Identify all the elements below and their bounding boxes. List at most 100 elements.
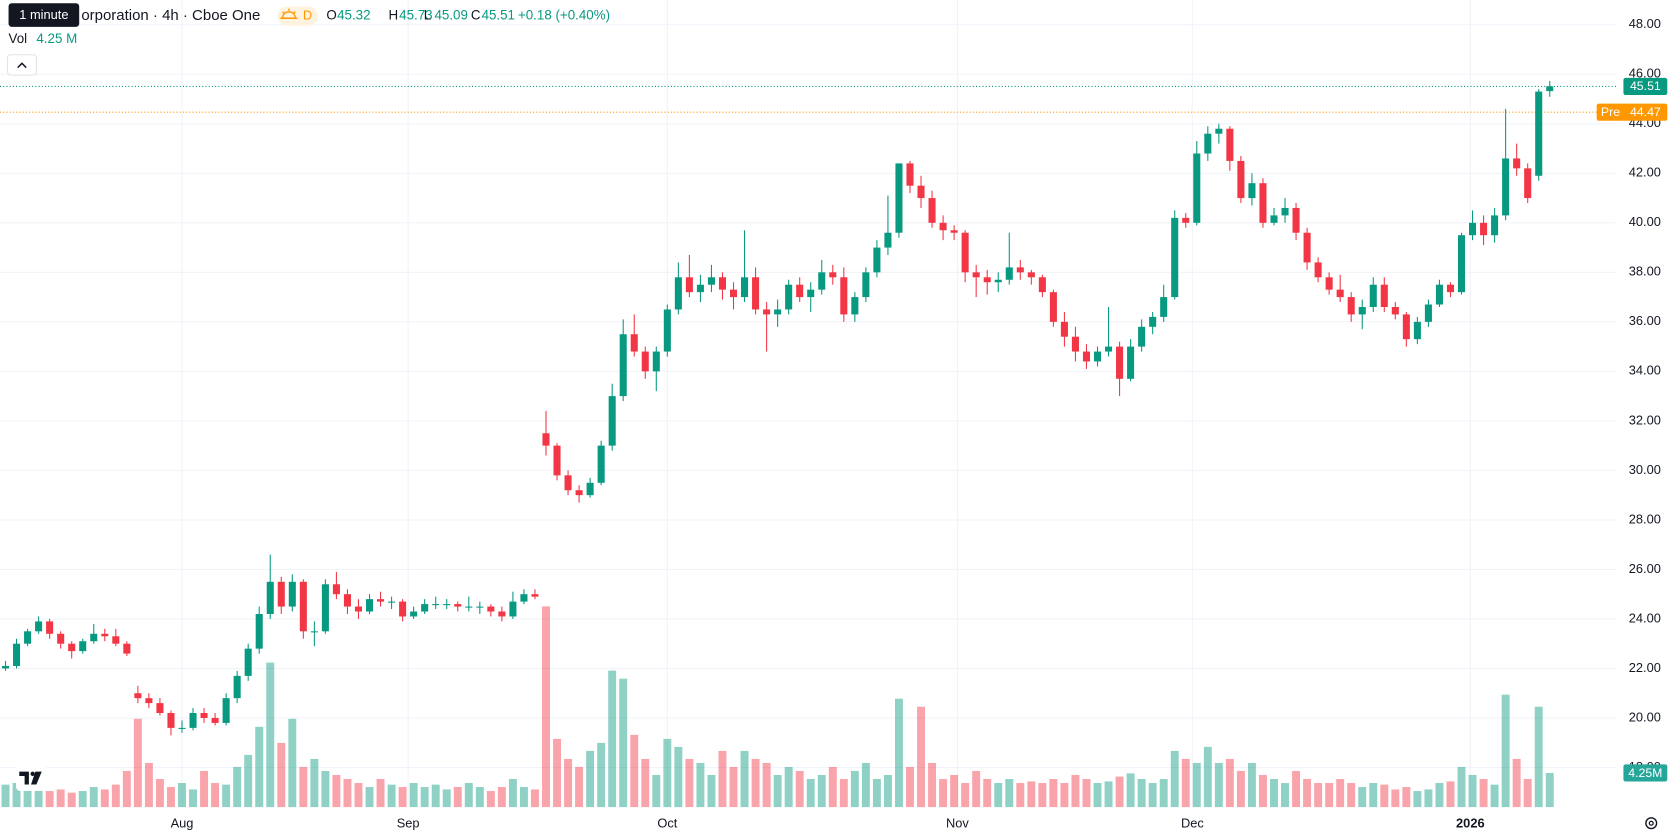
volume-bar — [100, 789, 109, 808]
last-price-label: 45.51 — [1630, 79, 1661, 93]
candle-body — [134, 693, 142, 699]
candle-body — [1027, 272, 1035, 278]
settings-icon[interactable] — [1645, 817, 1658, 830]
y-tick-label: 24.00 — [1629, 610, 1661, 625]
candle-body — [1, 665, 10, 669]
volume-bar — [122, 770, 131, 808]
collapse-button-bg[interactable] — [6, 54, 37, 76]
volume-bar — [751, 758, 760, 808]
candle-body — [1402, 314, 1410, 340]
logo-dot — [30, 771, 35, 776]
candle-body — [211, 717, 219, 723]
candle-body — [542, 433, 550, 446]
volume-bar — [376, 778, 385, 808]
candle-body — [410, 611, 418, 617]
candle-body — [718, 277, 727, 290]
volume-bar — [277, 742, 286, 808]
logo-slash — [31, 771, 42, 785]
volume-bar — [641, 758, 650, 808]
candle-body — [24, 631, 32, 644]
volume-bar — [1027, 781, 1036, 808]
candle-body — [1524, 168, 1532, 199]
candle-body — [1413, 321, 1421, 340]
candle-body — [674, 277, 682, 310]
volume-bar — [850, 770, 859, 808]
volume-bar — [1424, 789, 1433, 808]
candle-body — [807, 289, 815, 298]
x-tick-label: Oct — [657, 816, 677, 831]
y-tick-label: 42.00 — [1629, 165, 1661, 180]
candle-body — [1204, 133, 1212, 154]
volume-bar — [365, 787, 374, 808]
candle-body — [994, 279, 1002, 283]
volume-bar — [67, 792, 76, 808]
candle-body — [553, 445, 561, 476]
volume-bar — [1303, 778, 1312, 808]
candle-body — [79, 641, 87, 652]
candle-body — [46, 621, 54, 634]
volume-bar — [1060, 783, 1069, 808]
candle-body — [498, 611, 506, 617]
volume-bar — [1358, 787, 1367, 808]
x-tick-label: Aug — [171, 816, 194, 831]
candle-body — [840, 277, 848, 315]
candle-body — [432, 604, 440, 606]
candle-body — [266, 581, 274, 614]
volume-bar — [1126, 773, 1135, 808]
settings-button[interactable] — [1645, 817, 1658, 830]
y-tick-label: 34.00 — [1629, 363, 1661, 378]
volume-bar — [696, 762, 705, 808]
volume-bar — [343, 778, 352, 808]
candle-body — [354, 606, 363, 612]
candle-body — [961, 232, 969, 273]
volume-bar — [12, 783, 21, 808]
candle-body — [917, 185, 925, 199]
candle-body — [1435, 284, 1443, 305]
volume-bar — [1446, 781, 1455, 808]
volume-bar — [542, 606, 550, 808]
volume-bar — [244, 754, 253, 808]
candle-body — [1281, 207, 1289, 216]
candle-body — [741, 277, 749, 298]
volume-bar — [1214, 762, 1223, 808]
logo[interactable] — [16, 763, 47, 791]
logo-shape — [19, 771, 29, 785]
volume-bar — [464, 783, 473, 808]
candle-body — [487, 606, 495, 612]
volume-bar — [674, 746, 683, 808]
volume-bar — [387, 784, 396, 808]
last-price-badge — [1623, 77, 1668, 95]
candle-body — [1160, 297, 1168, 317]
volume-bar — [332, 774, 341, 808]
volume-bar — [1435, 783, 1444, 808]
volume-bar — [928, 762, 937, 808]
candle-body — [785, 284, 793, 310]
volume-bar — [133, 718, 142, 808]
sun-icon — [280, 8, 298, 19]
candle-body — [752, 277, 760, 310]
logo-bg[interactable] — [16, 763, 47, 791]
volume-bar — [564, 758, 573, 808]
volume-bar — [1391, 789, 1400, 808]
volume-bar — [983, 778, 992, 808]
candle-body — [1116, 346, 1124, 379]
candle-body — [1369, 284, 1377, 307]
candle-body — [1469, 222, 1477, 236]
candle-body — [332, 584, 340, 595]
volume-value: 4.25 M — [36, 31, 77, 46]
y-tick-label: 36.00 — [1629, 313, 1661, 328]
candle-body — [1457, 235, 1466, 293]
legend-key: O — [326, 8, 336, 23]
volume-bar — [685, 758, 694, 808]
volume-bar — [56, 789, 65, 808]
candle-body — [35, 621, 43, 632]
candle-body — [1226, 128, 1234, 161]
candle-body — [1071, 336, 1079, 352]
volume-bar — [762, 762, 771, 808]
volume-label: Vol — [9, 31, 28, 46]
collapse-button[interactable] — [6, 54, 37, 76]
candle-body — [112, 636, 120, 644]
candle-body — [1314, 262, 1322, 278]
candle-body — [1215, 128, 1223, 134]
